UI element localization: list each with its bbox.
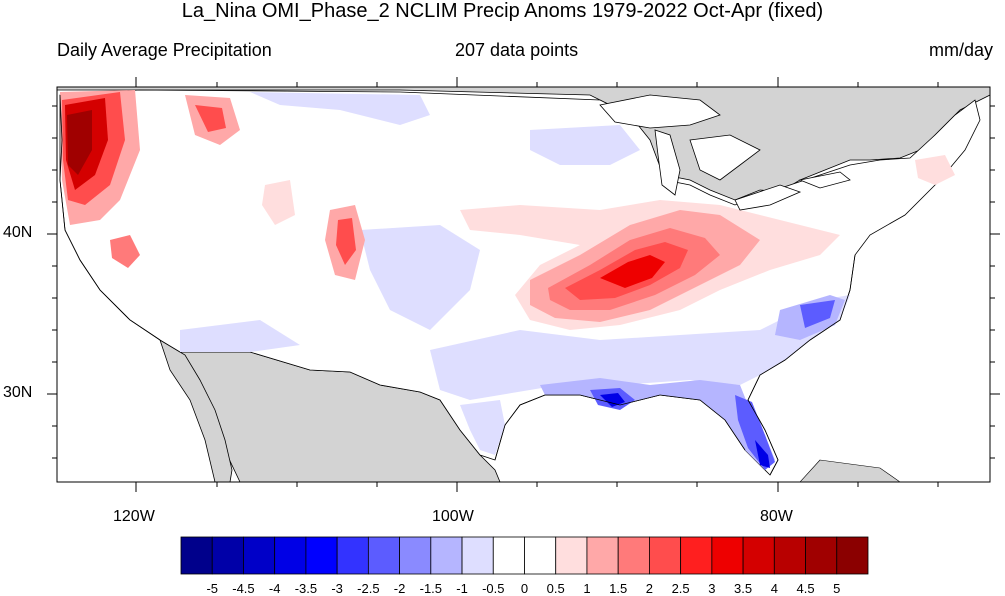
colorbar-swatch [680, 536, 713, 575]
colorbar-swatch [274, 536, 307, 575]
colorbar-swatch [805, 536, 838, 575]
baja-land [159, 339, 233, 482]
colorbar-swatch [430, 536, 463, 575]
colorbar-label: 3.5 [734, 581, 753, 596]
colorbar-swatch [305, 536, 338, 575]
colorbar-label: 4 [770, 581, 778, 596]
lat-label-30n: 30N [3, 384, 33, 401]
colorbar-swatch [649, 536, 682, 575]
lon-ticks [135, 77, 939, 492]
great-lakes [599, 94, 851, 211]
lon-label-80w: 80W [760, 508, 793, 525]
units-header: mm/day [928, 40, 993, 60]
colorbar-swatch [461, 536, 494, 575]
positive-anomaly-pnw [60, 90, 955, 280]
colorbar-swatch [617, 536, 650, 575]
lon-label-100w: 100W [432, 508, 474, 525]
colorbar-label: -0.5 [482, 581, 505, 596]
coastlines [59, 94, 856, 476]
positive-anomaly-ohio [460, 200, 840, 330]
colorbar-swatch [367, 536, 400, 575]
colorbar-label: -4.5 [232, 581, 255, 596]
colorbar-label: 2.5 [671, 581, 690, 596]
map-frame [56, 86, 991, 483]
colorbar-label: -2.5 [357, 581, 380, 596]
chart-title: La_Nina OMI_Phase_2 NCLIM Precip Anoms 1… [181, 0, 824, 22]
colorbar-swatch [773, 536, 806, 575]
colorbar-swatch [586, 536, 619, 575]
colorbar-label: 5 [833, 581, 841, 596]
colorbar-label: -3.5 [294, 581, 318, 596]
negative-anomaly-light [180, 92, 850, 455]
colorbar-label: 2 [645, 581, 654, 596]
colorbar-label: -1 [456, 581, 468, 596]
colorbar-label: 4.5 [796, 581, 815, 596]
lat-ticks [47, 105, 1000, 459]
lon-label-120w: 120W [113, 508, 155, 525]
colorbar-label: 0 [520, 581, 529, 596]
lat-label-40n: 40N [3, 224, 33, 241]
colorbar-swatch [836, 536, 869, 575]
colorbar-swatch [399, 536, 432, 575]
colorbar-label: -3 [331, 581, 343, 596]
colorbar-swatch [524, 536, 557, 575]
colorbar-swatch [742, 536, 775, 575]
colorbar-swatch [336, 536, 369, 575]
colorbar-label: 1 [583, 581, 591, 596]
colorbar-label: -2 [393, 581, 406, 596]
colorbar-swatch [555, 536, 588, 575]
colorbar-swatch [711, 536, 744, 575]
colorbar-label: -5 [206, 581, 218, 596]
negative-anomaly-strong [590, 300, 835, 470]
colorbar-label: -4 [268, 581, 281, 596]
colorbar-swatch [243, 536, 276, 575]
negative-anomaly-deep [600, 393, 770, 468]
center-header: 207 data points [455, 40, 579, 60]
colorbar-label: 1.5 [609, 581, 628, 596]
colorbar-label: -1.5 [419, 581, 443, 596]
left-header: Daily Average Precipitation [57, 40, 272, 60]
colorbar-swatch [180, 536, 213, 575]
colorbar-label: 3 [708, 581, 716, 596]
colorbar-swatch [492, 536, 525, 575]
colorbar [180, 536, 869, 575]
colorbar-label: 0.5 [546, 581, 565, 596]
caribbean-land [799, 459, 901, 482]
colorbar-swatch [211, 536, 244, 575]
